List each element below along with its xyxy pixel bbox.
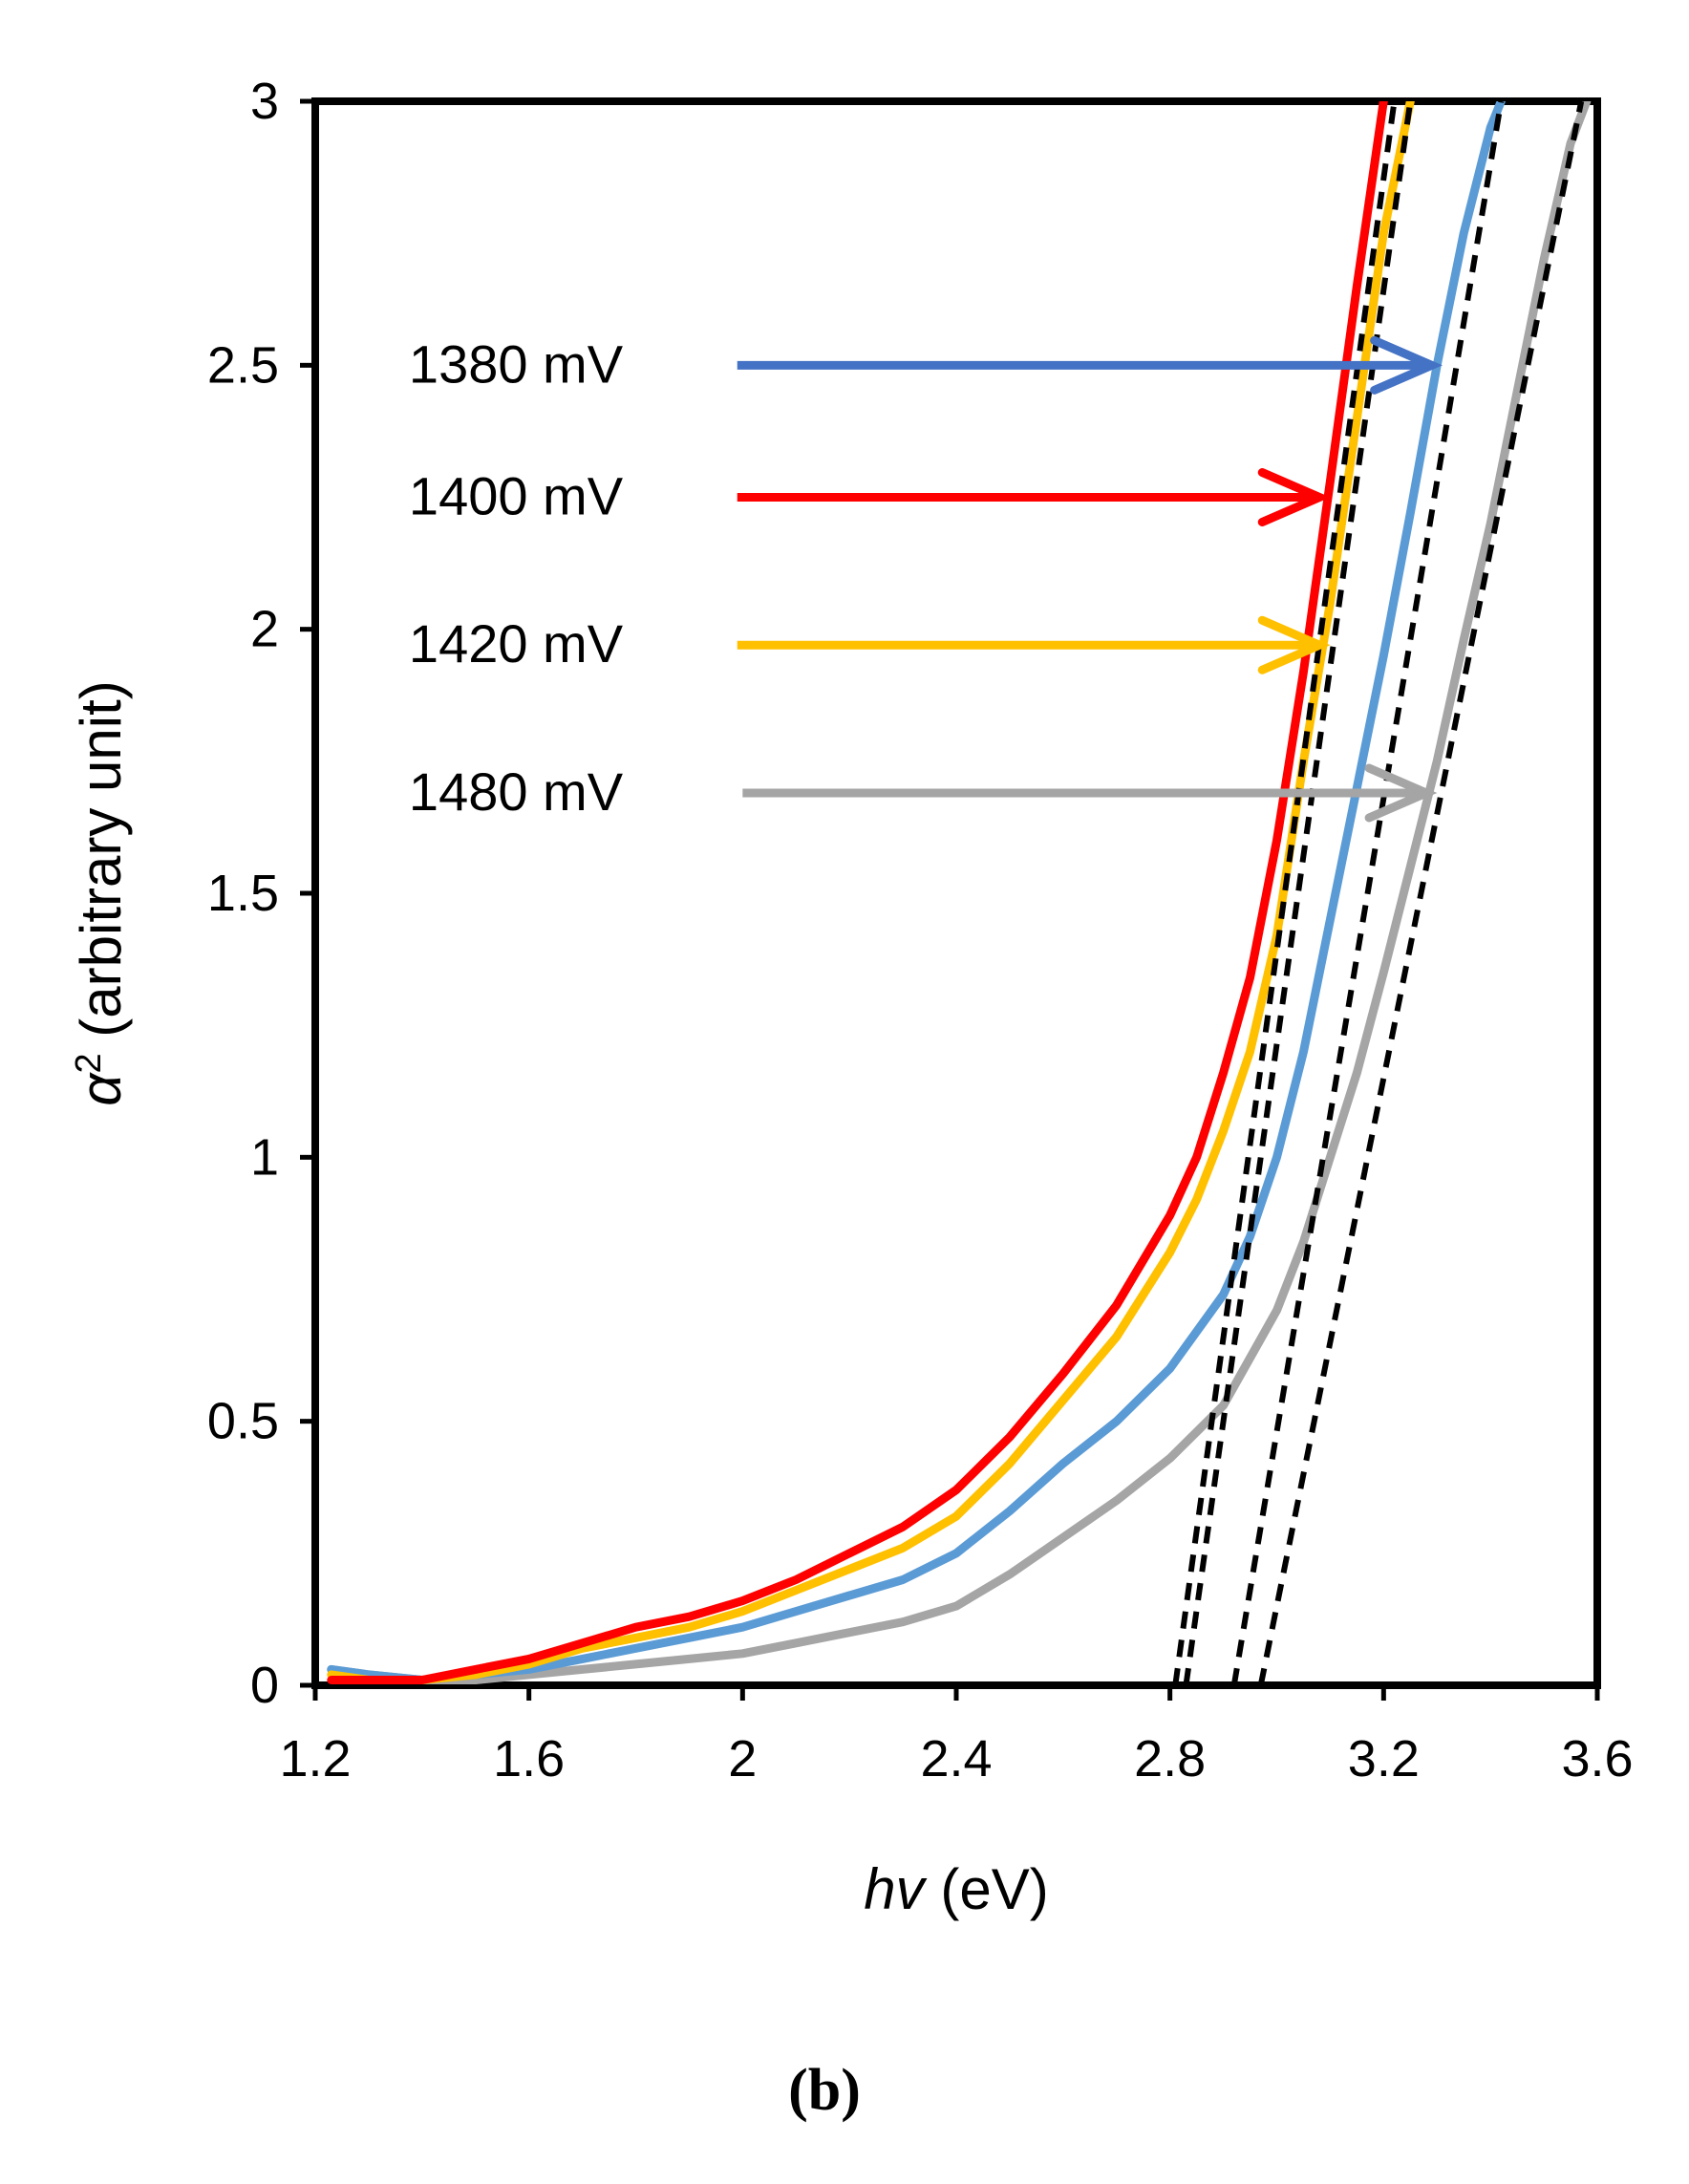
y-tick-label: 0.5 (207, 1393, 279, 1450)
legend-label-1480-mv: 1480 mV (409, 761, 624, 822)
series-line-1480-mv (327, 101, 1592, 1684)
x-tick-label: 3.6 (1561, 1730, 1633, 1788)
panel-label: (b) (788, 2058, 861, 2123)
x-tick-label: 1.2 (279, 1730, 351, 1788)
x-axis-title: hv (eV) (864, 1857, 1048, 1921)
tangent-line-3 (1230, 101, 1505, 1685)
y-axis-title: α2 (arbitrary unit) (69, 680, 133, 1105)
x-tick-label: 3.2 (1348, 1730, 1420, 1788)
arrow-head-1420-mv (1257, 615, 1331, 674)
x-tick-label: 2.8 (1134, 1730, 1206, 1788)
tangent-line-4 (1257, 101, 1585, 1685)
series-line-1400-mv (327, 101, 1388, 1684)
series-line-1380-mv (327, 101, 1506, 1684)
y-tick-label: 2.5 (207, 336, 279, 394)
x-tick-label: 2.4 (920, 1730, 992, 1788)
y-tick-label: 2 (250, 601, 279, 658)
y-tick-label: 0 (250, 1657, 279, 1714)
legend-label-1400-mv: 1400 mV (409, 466, 624, 526)
x-tick-label: 1.6 (493, 1730, 565, 1788)
legend-label-1380-mv: 1380 mV (409, 333, 624, 394)
y-tick-label: 1.5 (207, 865, 279, 922)
annotation-layer: 1380 mV 1400 mV 1420 mV 1480 mV (409, 333, 1443, 823)
arrow-head-1480-mv (1364, 763, 1438, 823)
legend-label-1420-mv: 1420 mV (409, 613, 624, 674)
arrow-head-1400-mv (1257, 468, 1331, 526)
arrow-head-1380-mv (1370, 335, 1443, 395)
y-tick-label: 1 (250, 1128, 279, 1186)
x-axis: 1.2 1.6 2 2.4 2.8 3.2 3.6 (279, 1685, 1634, 1788)
x-tick-label: 2 (728, 1730, 757, 1788)
y-tick-label: 3 (250, 73, 279, 130)
y-axis: 0 0.5 1 1.5 2 2.5 3 (207, 73, 315, 1714)
